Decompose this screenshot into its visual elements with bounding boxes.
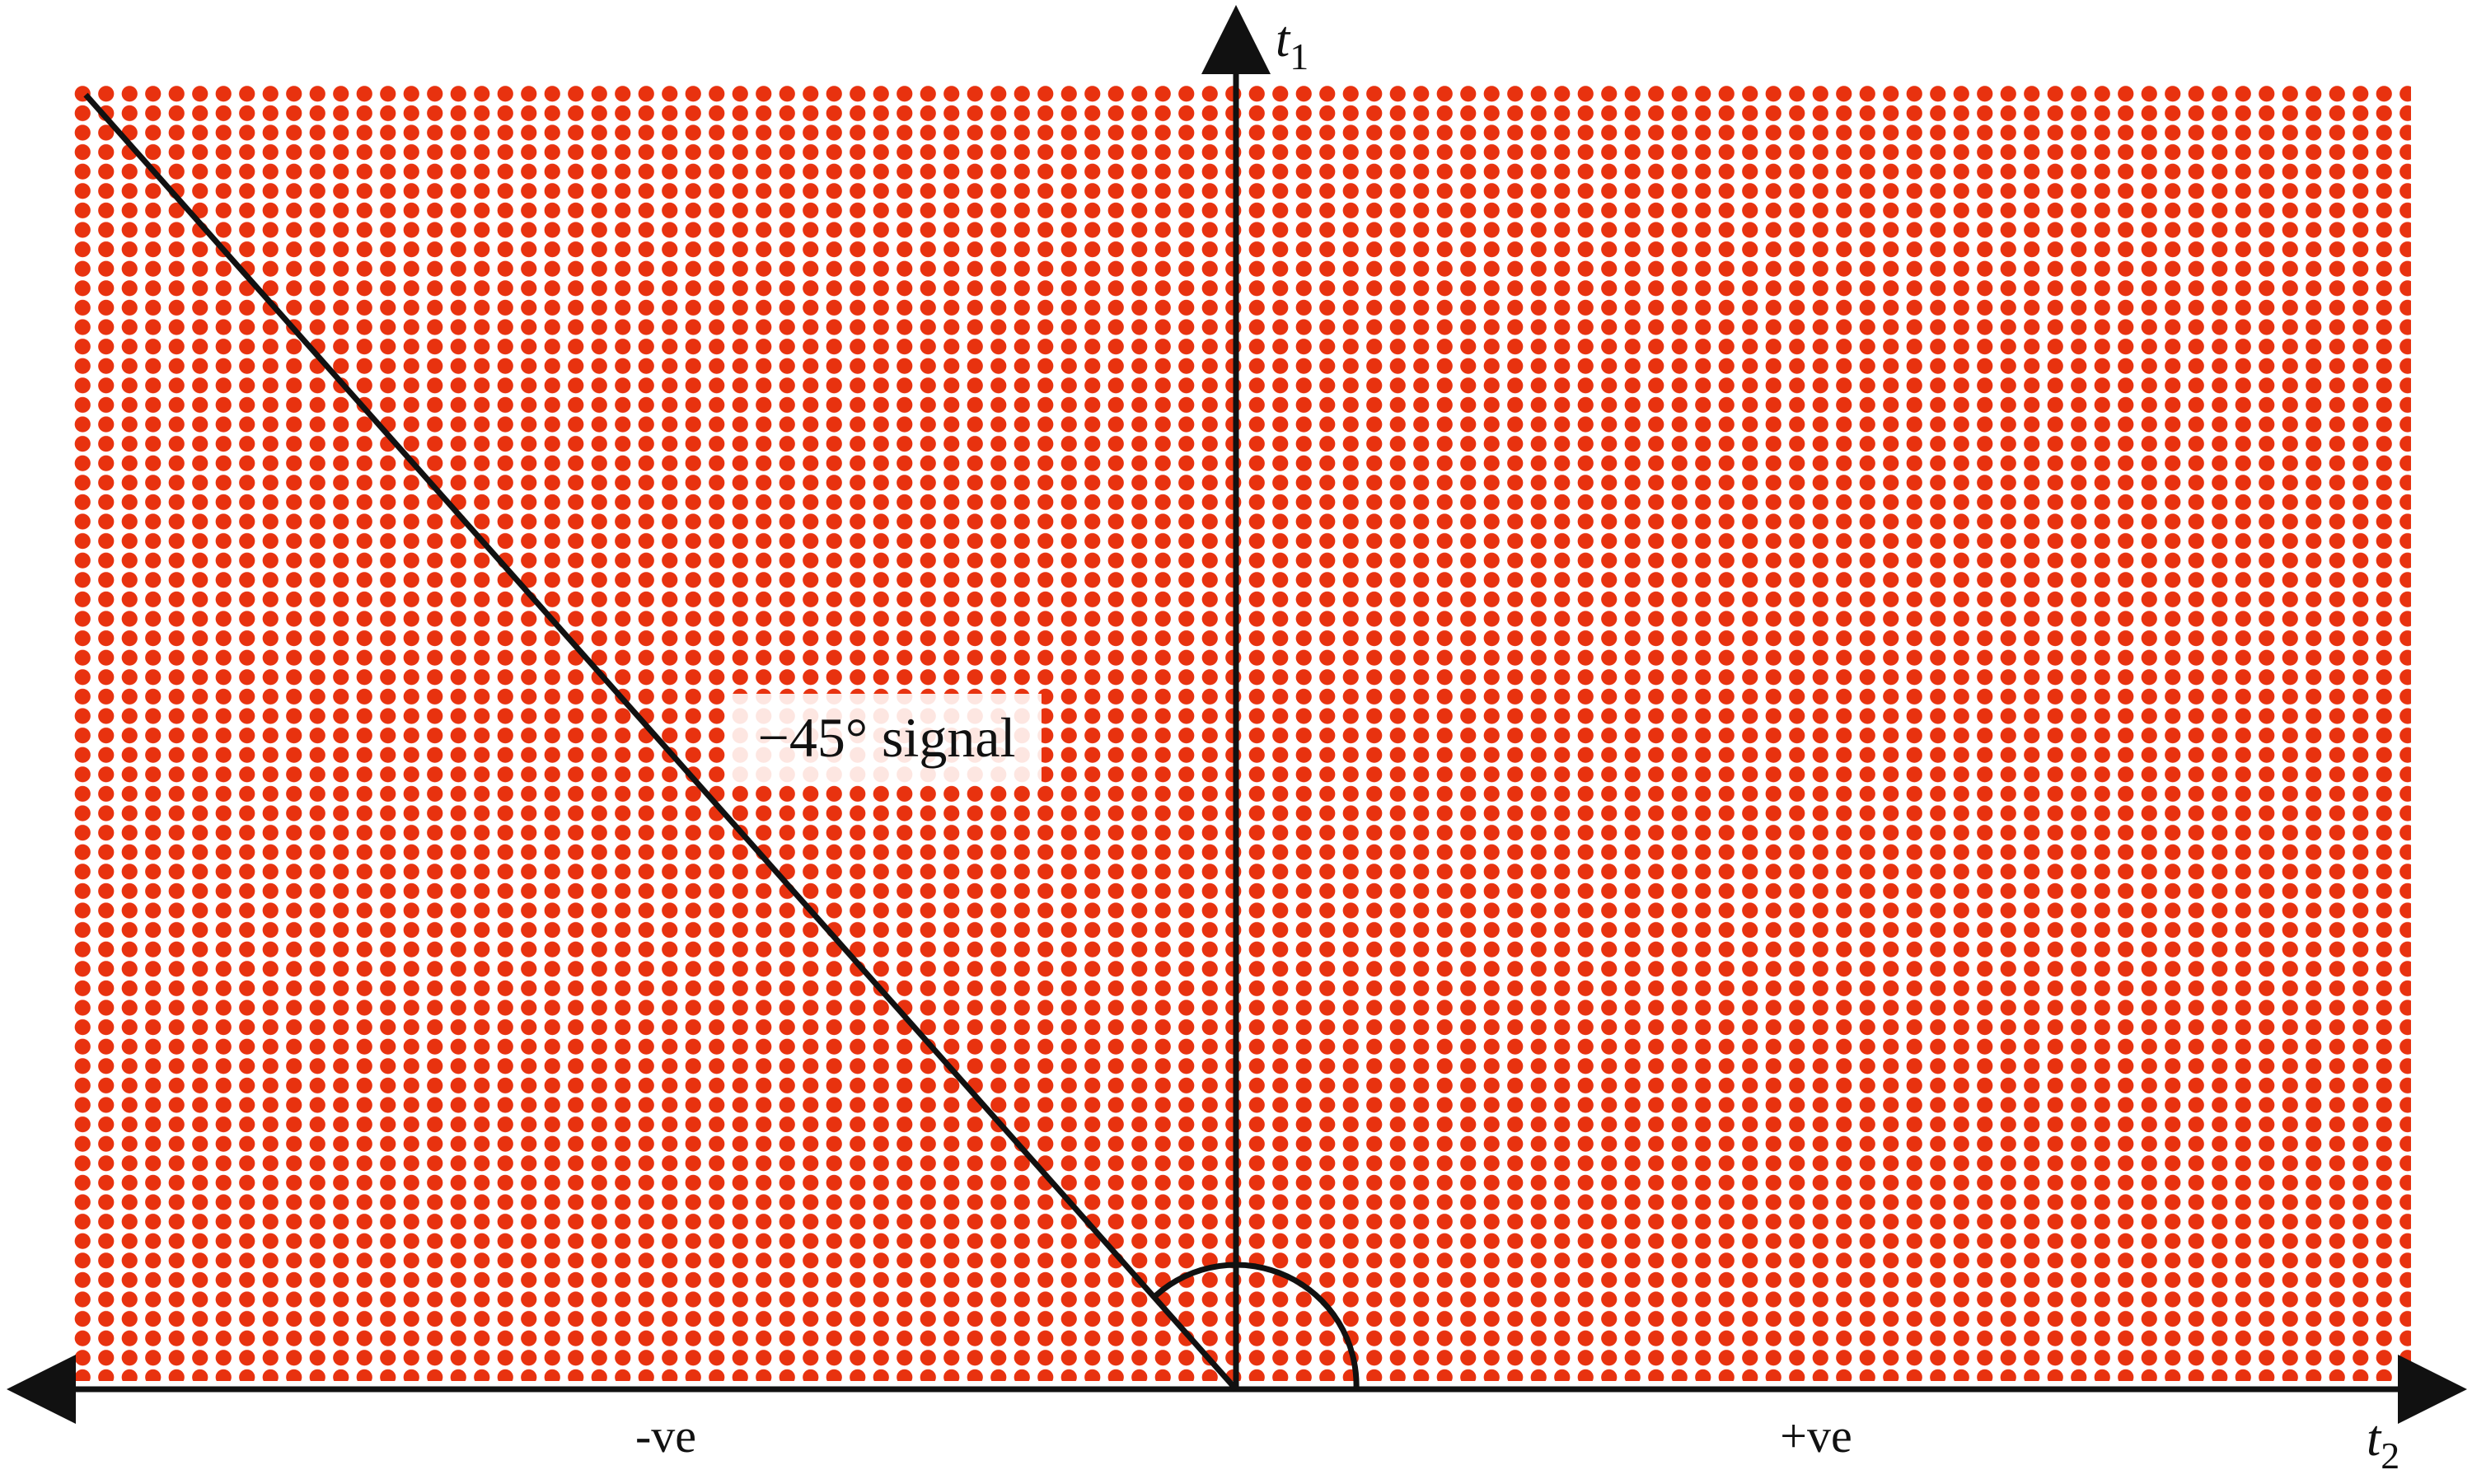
- dot-field: [71, 84, 2411, 1381]
- axis-label-t1: t1: [1276, 12, 1309, 77]
- signal-line: [83, 92, 1238, 1392]
- axis-label-t2: t2: [2367, 1411, 2399, 1477]
- negative-side-label: -ve: [635, 1409, 696, 1463]
- axis-label-t1-subscript: 1: [1290, 35, 1309, 77]
- axis-label-t2-subscript: 2: [2381, 1435, 2399, 1477]
- positive-side-label: +ve: [1780, 1409, 1852, 1463]
- signal-label: −45° signal: [758, 706, 1016, 769]
- angle-arc: [1154, 1262, 1360, 1390]
- signal-label-background: [732, 694, 1042, 784]
